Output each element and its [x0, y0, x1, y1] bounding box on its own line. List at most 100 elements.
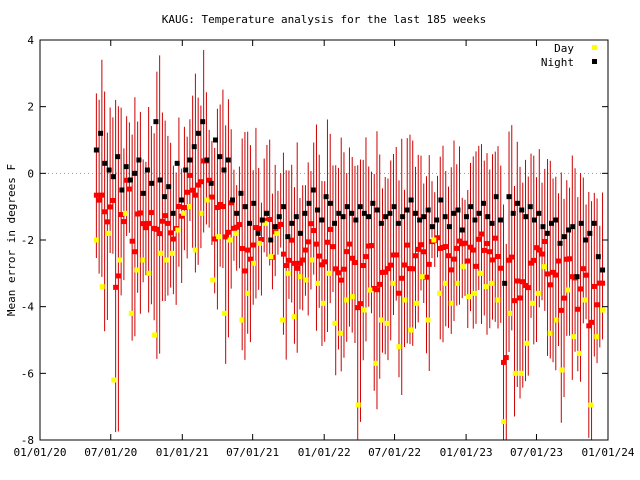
night-point — [281, 204, 287, 210]
mean-point — [481, 247, 487, 253]
mean-point — [404, 242, 410, 248]
mean-point — [179, 213, 185, 219]
mean-point — [192, 192, 198, 198]
day-point — [122, 210, 128, 216]
mean-point — [597, 280, 603, 286]
day-point — [547, 330, 553, 336]
mean-point — [283, 263, 289, 269]
night-point — [561, 234, 567, 240]
mean-point — [245, 247, 251, 253]
mean-point — [157, 231, 163, 237]
mean-point — [437, 245, 443, 251]
mean-point — [484, 241, 490, 247]
mean-point — [495, 254, 501, 260]
mean-point — [470, 247, 476, 253]
night-point — [302, 210, 308, 216]
day-point — [483, 284, 489, 290]
night-point — [408, 197, 414, 203]
night-point — [387, 210, 393, 216]
mean-point — [512, 298, 518, 304]
mean-point — [135, 211, 141, 217]
night-point — [229, 197, 235, 203]
night-point — [595, 254, 601, 260]
night-point — [166, 184, 172, 190]
mean-point — [539, 251, 545, 257]
day-point — [285, 270, 291, 276]
y-tick-label: 2 — [27, 101, 34, 114]
day-point — [250, 260, 256, 266]
night-point — [412, 210, 418, 216]
day-point — [291, 314, 297, 320]
day-point — [530, 300, 536, 306]
mean-point — [503, 355, 509, 361]
mean-point — [490, 257, 496, 263]
day-point — [384, 320, 390, 326]
x-tick-label: 07/01/23 — [510, 446, 563, 459]
mean-point — [514, 278, 520, 284]
mean-point — [368, 243, 374, 249]
day-point — [320, 300, 326, 306]
mean-point — [498, 265, 504, 271]
mean-point — [390, 252, 396, 258]
mean-point — [168, 230, 174, 236]
night-point — [438, 197, 444, 203]
night-point — [110, 174, 116, 180]
night-point — [251, 200, 257, 206]
night-point — [536, 210, 542, 216]
mean-point — [291, 260, 297, 266]
mean-point — [242, 268, 248, 274]
night-point — [298, 230, 304, 236]
mean-point — [388, 262, 394, 268]
mean-point — [379, 269, 385, 275]
night-point — [259, 217, 265, 223]
night-point — [242, 204, 248, 210]
day-point — [442, 280, 448, 286]
mean-point — [534, 245, 540, 251]
day-point — [402, 297, 408, 303]
day-point — [594, 334, 600, 340]
mean-point — [335, 270, 341, 276]
day-point — [588, 402, 594, 408]
day-point — [146, 270, 152, 276]
night-point — [591, 220, 597, 226]
mean-point — [520, 279, 526, 285]
mean-point — [184, 189, 190, 195]
day-point — [99, 284, 105, 290]
mean-point — [423, 274, 429, 280]
mean-point — [190, 187, 196, 193]
mean-point — [313, 241, 319, 247]
day-point — [408, 327, 414, 333]
night-point — [225, 157, 231, 163]
mean-point — [479, 231, 485, 237]
mean-point — [531, 257, 537, 263]
day-point — [221, 310, 227, 316]
night-point — [553, 217, 559, 223]
mean-point — [324, 239, 330, 245]
mean-point — [316, 253, 322, 259]
day-point — [157, 250, 163, 256]
mean-point — [580, 266, 586, 272]
mean-point — [333, 266, 339, 272]
mean-point — [509, 254, 515, 260]
night-point — [391, 204, 397, 210]
mean-point — [492, 235, 498, 241]
night-point — [514, 200, 520, 206]
data-points — [93, 119, 606, 425]
day-point — [553, 317, 559, 323]
day-point — [256, 240, 262, 246]
mean-point — [382, 269, 388, 275]
day-point — [134, 267, 140, 273]
mean-point — [542, 238, 548, 244]
day-point — [105, 230, 111, 236]
night-point — [395, 220, 401, 226]
day-point — [454, 280, 460, 286]
night-point — [336, 210, 342, 216]
mean-point — [338, 277, 344, 283]
mean-point — [165, 220, 171, 226]
mean-point — [181, 205, 187, 211]
mean-point — [501, 359, 507, 365]
day-point — [309, 257, 315, 263]
y-tick-label: -8 — [21, 434, 34, 447]
mean-point — [319, 262, 325, 268]
